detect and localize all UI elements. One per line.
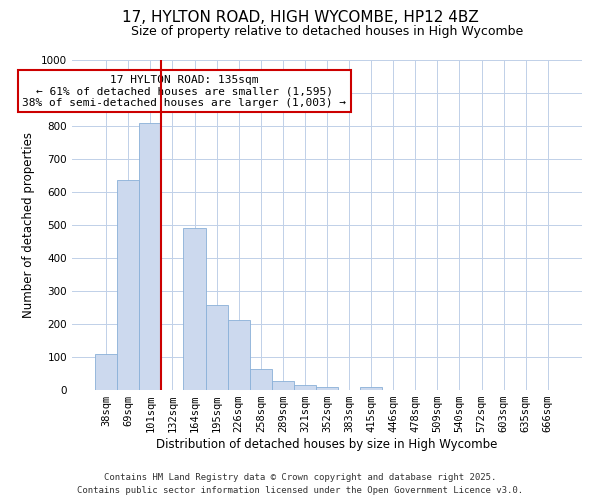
Bar xyxy=(360,388,382,390)
Bar xyxy=(250,368,272,390)
Bar xyxy=(184,228,206,390)
Title: Size of property relative to detached houses in High Wycombe: Size of property relative to detached ho… xyxy=(131,25,523,38)
Bar xyxy=(117,180,139,390)
Bar xyxy=(95,354,117,390)
Text: Contains HM Land Registry data © Crown copyright and database right 2025.
Contai: Contains HM Land Registry data © Crown c… xyxy=(77,474,523,495)
Bar xyxy=(139,122,161,390)
X-axis label: Distribution of detached houses by size in High Wycombe: Distribution of detached houses by size … xyxy=(157,438,497,451)
Text: 17 HYLTON ROAD: 135sqm
← 61% of detached houses are smaller (1,595)
38% of semi-: 17 HYLTON ROAD: 135sqm ← 61% of detached… xyxy=(22,75,346,108)
Bar xyxy=(227,320,250,390)
Bar xyxy=(294,385,316,390)
Text: 17, HYLTON ROAD, HIGH WYCOMBE, HP12 4BZ: 17, HYLTON ROAD, HIGH WYCOMBE, HP12 4BZ xyxy=(122,10,478,25)
Bar xyxy=(206,305,227,390)
Bar xyxy=(316,386,338,390)
Bar xyxy=(272,381,294,390)
Y-axis label: Number of detached properties: Number of detached properties xyxy=(22,132,35,318)
